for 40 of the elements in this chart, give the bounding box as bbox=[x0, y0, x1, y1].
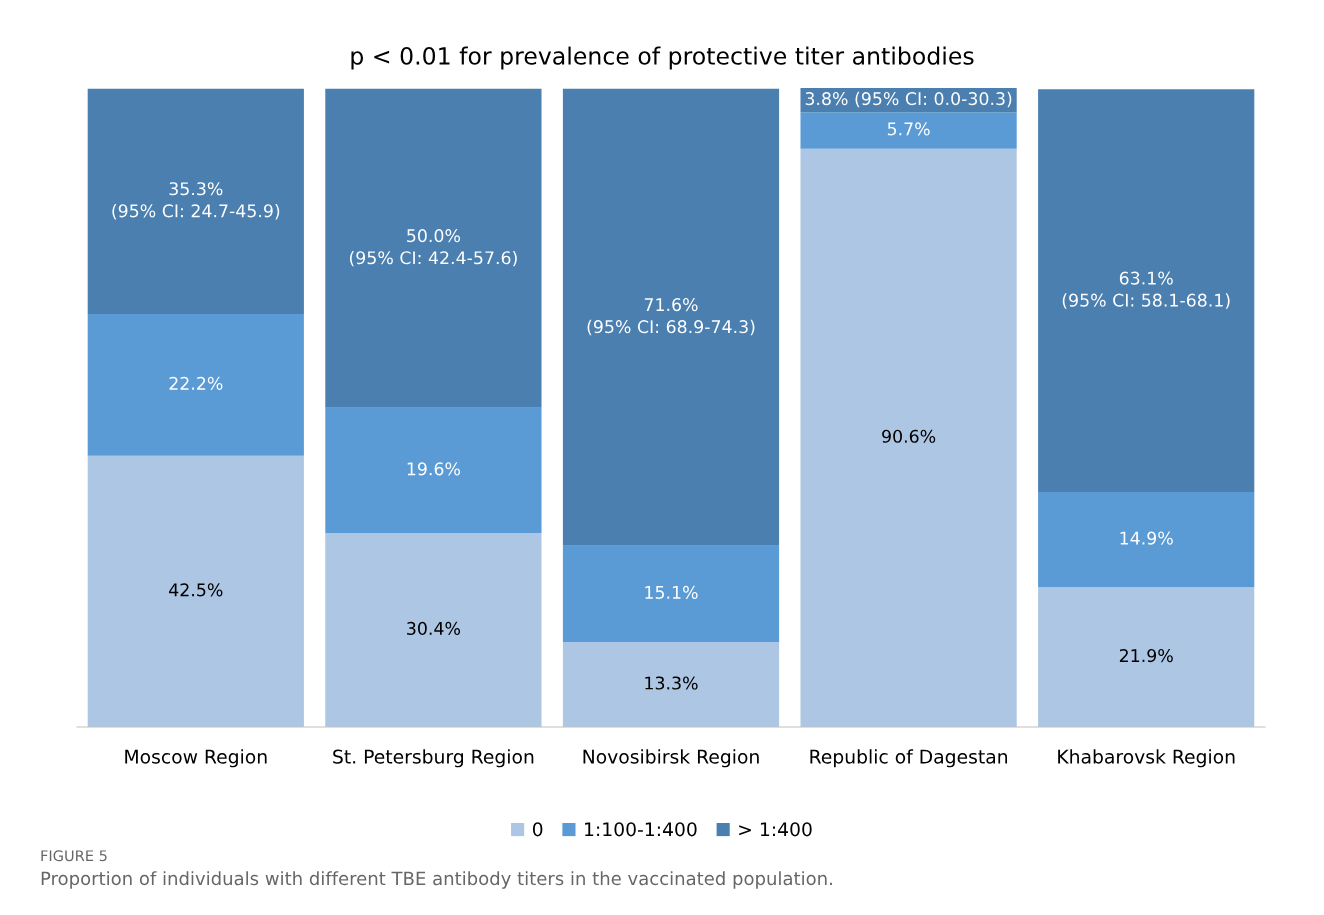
bar bbox=[1038, 89, 1255, 493]
data-label: 71.6% (95% CI: 68.9-74.3) bbox=[587, 298, 755, 336]
bar bbox=[325, 532, 542, 727]
legend-label: > 1:400 bbox=[739, 822, 812, 837]
bar bbox=[562, 642, 780, 727]
bar bbox=[1038, 587, 1255, 727]
data-label: 5.7% bbox=[887, 122, 930, 136]
bar bbox=[800, 148, 1017, 727]
data-label: 35.3% (95% CI: 24.7-45.9) bbox=[112, 182, 280, 220]
x-tick-label: Khabarovsk Region bbox=[1058, 749, 1235, 768]
data-label: 30.4% bbox=[407, 621, 461, 636]
bar bbox=[325, 407, 542, 533]
bar bbox=[1038, 492, 1255, 588]
data-label: 90.6% bbox=[882, 429, 936, 443]
data-label: 14.9% bbox=[1120, 531, 1173, 545]
chart-title: p < 0.01 for prevalence of protective titer antibodies bbox=[351, 46, 974, 70]
data-label: 3.8% (95% CI: 0.0-30.3) bbox=[805, 91, 1012, 108]
caption: FIGURE 5 bbox=[41, 850, 107, 862]
legend-label: 0 bbox=[532, 822, 543, 837]
text: Proportion of individuals with different TBE antibody titers in the vaccinated population. bbox=[41, 871, 832, 889]
data-label: 50.0% (95% CI: 42.4-57.6) bbox=[349, 229, 517, 267]
data-label: 19.6% bbox=[407, 462, 461, 476]
x-tick-label: Republic of Dagestan bbox=[810, 749, 1007, 768]
bar bbox=[325, 88, 542, 408]
x-tick-label: Moscow Region bbox=[125, 749, 267, 768]
data-label: 15.1% bbox=[645, 585, 698, 599]
x-tick-label: Novosibirsk Region bbox=[583, 749, 759, 768]
data-label: 63.1% (95% CI: 58.1-68.1) bbox=[1062, 271, 1230, 309]
data-label: 21.9% bbox=[1119, 649, 1173, 663]
bar bbox=[800, 112, 1017, 149]
bar bbox=[87, 88, 304, 314]
bar bbox=[562, 545, 780, 643]
bar bbox=[87, 313, 304, 456]
legend-label: 1:100-1:400 bbox=[585, 822, 697, 837]
data-label: 22.2% bbox=[169, 376, 223, 390]
data-label: 42.5% bbox=[169, 583, 223, 597]
bar bbox=[87, 455, 304, 727]
data-label: 13.3% bbox=[645, 676, 698, 690]
x-tick-label: St. Petersburg Region bbox=[333, 749, 534, 768]
bar bbox=[562, 88, 780, 546]
